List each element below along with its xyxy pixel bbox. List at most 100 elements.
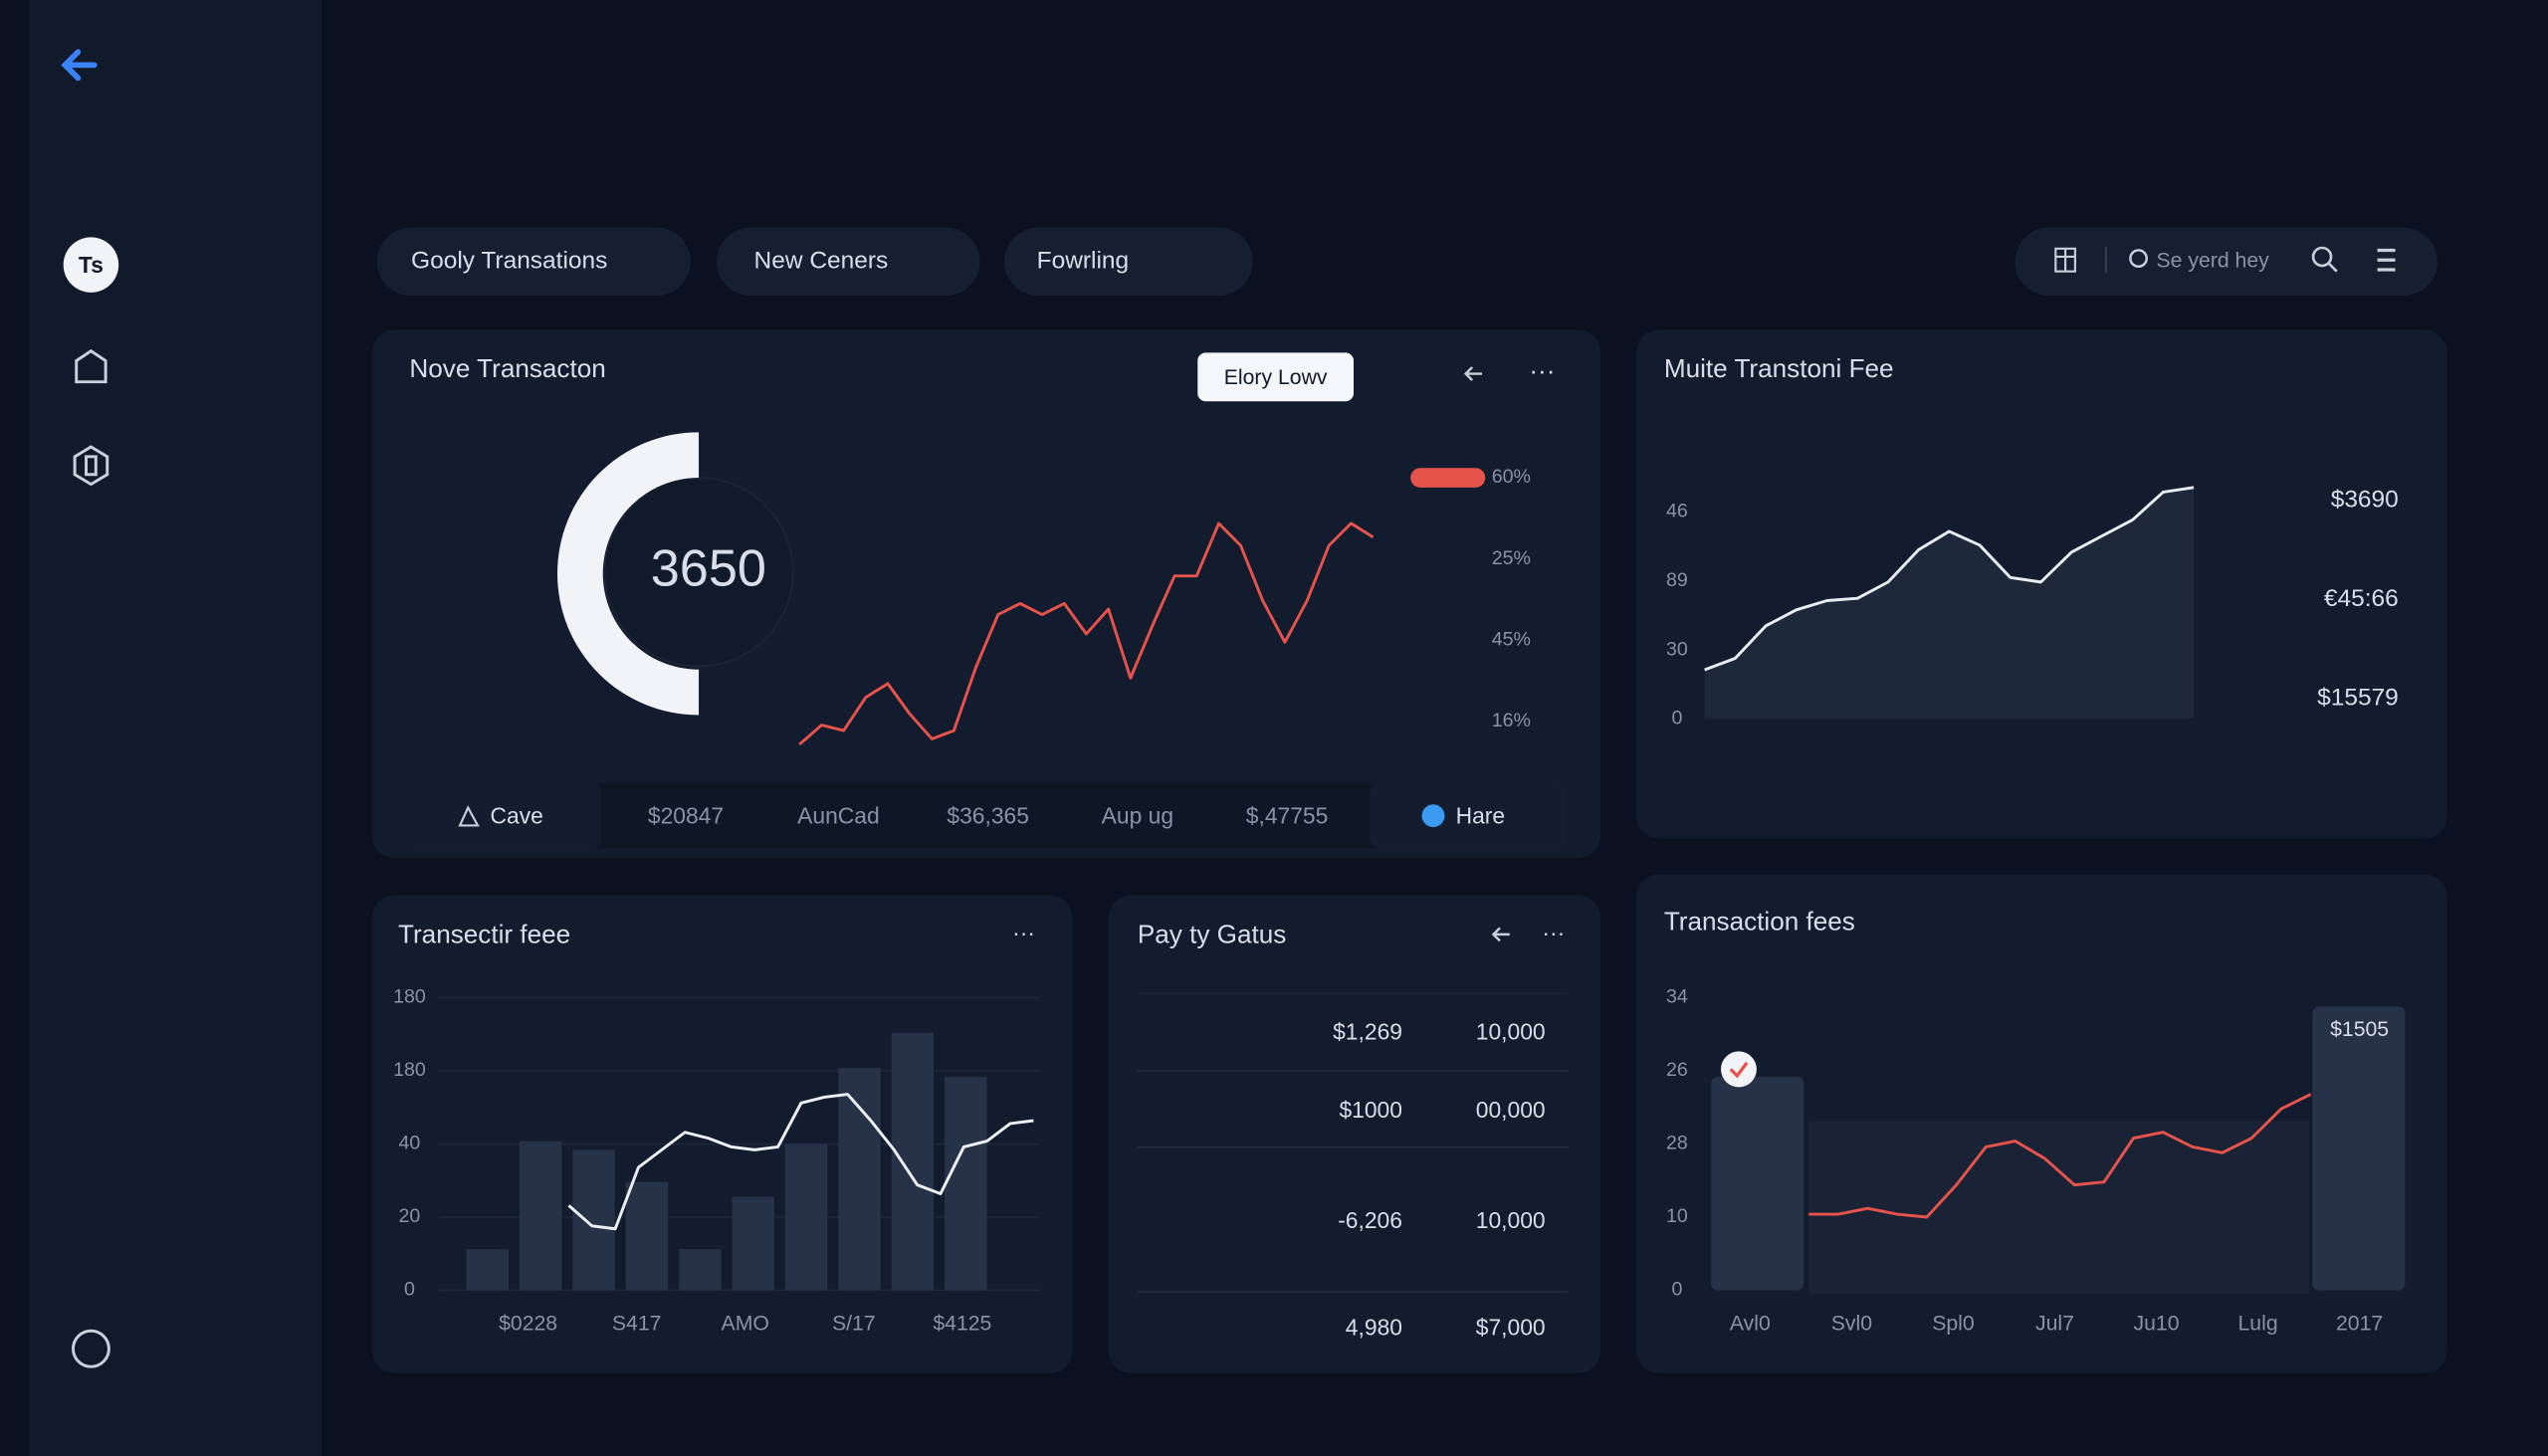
bar	[2312, 1006, 2406, 1291]
marker	[1720, 1051, 1757, 1088]
help-icon[interactable]	[72, 1329, 110, 1368]
bar	[1711, 1076, 1805, 1291]
label: Lulg	[2238, 1312, 2278, 1335]
label: $4125	[933, 1312, 991, 1335]
marker-check	[1729, 1061, 1749, 1079]
fee-line	[1704, 486, 2195, 672]
label: AunCad	[797, 802, 880, 828]
label: Svl0	[1831, 1312, 1872, 1335]
avatar[interactable]	[63, 237, 119, 293]
label: Hare	[1456, 802, 1506, 828]
panel-title: Nove Transacton	[409, 353, 605, 383]
tab[interactable]	[717, 227, 980, 297]
label: €45:66	[2324, 585, 2399, 612]
tab-label: Fowrling	[1037, 247, 1130, 274]
label: 25%	[1492, 547, 1531, 569]
label: 16%	[1492, 710, 1531, 731]
back-button[interactable]	[61, 49, 98, 82]
label: $1505	[2330, 1018, 2389, 1041]
label: 34	[1666, 986, 1688, 1008]
label: 40	[399, 1133, 421, 1154]
grid-icon[interactable]	[2054, 247, 2076, 273]
label: 0	[1671, 708, 1682, 729]
trend-line	[798, 521, 1375, 746]
label: Aup ug	[1102, 802, 1173, 828]
back-icon[interactable]	[1463, 366, 1482, 381]
more-icon[interactable]: ···	[1542, 920, 1565, 945]
label: 20	[399, 1205, 421, 1227]
label: 2017	[2336, 1312, 2383, 1335]
panel-title: Pay ty Gatus	[1138, 919, 1286, 948]
footer-icon	[458, 805, 480, 827]
footer-cell[interactable]	[404, 783, 602, 849]
label: 26	[1666, 1059, 1688, 1081]
label: $20847	[648, 802, 724, 828]
label: 180	[393, 1059, 426, 1081]
label: 28	[1666, 1133, 1688, 1154]
label: 180	[393, 986, 426, 1008]
bar	[784, 1144, 828, 1291]
label: 30	[1666, 638, 1688, 660]
label: 60%	[1492, 466, 1531, 488]
tab-label: Gooly Transations	[411, 247, 607, 274]
label: 4,980	[1346, 1315, 1402, 1341]
payment-status-panel	[1108, 895, 1601, 1373]
gauge-value: 3650	[651, 540, 766, 598]
label: 10	[1666, 1205, 1688, 1227]
fee-trend	[567, 1093, 1034, 1231]
bar	[572, 1149, 615, 1291]
label: 10,000	[1476, 1207, 1546, 1233]
search-button[interactable]	[2311, 246, 2333, 268]
label: 0	[1671, 1279, 1682, 1301]
panel-title: Muite Transtoni Fee	[1664, 353, 1894, 383]
tab-label: New Ceners	[754, 247, 889, 274]
label: $,47755	[1246, 802, 1329, 828]
button[interactable]	[1197, 352, 1354, 402]
search-button-handle	[2327, 262, 2338, 273]
label: $7,000	[1476, 1315, 1546, 1341]
more-icon[interactable]: ···	[1012, 920, 1035, 945]
fee-trend	[1808, 1093, 2312, 1219]
more-icon[interactable]: ···	[1529, 355, 1555, 385]
transactions-panel	[371, 329, 1601, 859]
tab[interactable]	[376, 227, 691, 297]
label: 46	[1666, 501, 1688, 522]
label: -6,206	[1338, 1207, 1402, 1233]
avatar-initials: Ts	[79, 252, 104, 278]
home-icon[interactable]	[75, 348, 107, 384]
bar	[732, 1196, 774, 1291]
footer-icon	[1421, 804, 1445, 828]
label: $1000	[1339, 1097, 1402, 1123]
label: Jul7	[2035, 1312, 2074, 1335]
label: Spl0	[1932, 1312, 1974, 1335]
panel-title: Transaction fees	[1664, 906, 1855, 936]
legend-swatch	[1410, 468, 1486, 488]
bar	[625, 1181, 669, 1291]
wallet-icon[interactable]	[73, 445, 109, 487]
search-bar[interactable]	[2015, 227, 2438, 297]
footer-strip	[404, 783, 1566, 849]
bar	[891, 1032, 935, 1291]
bar	[838, 1068, 881, 1291]
label: Cave	[491, 802, 543, 828]
filter-icon[interactable]	[2377, 248, 2396, 272]
label: $3690	[2331, 486, 2399, 513]
label: AMO	[722, 1312, 769, 1335]
footer-cell[interactable]	[1370, 783, 1566, 849]
label: Avl0	[1730, 1312, 1771, 1335]
back-icon[interactable]	[1491, 927, 1510, 942]
bar	[945, 1076, 987, 1291]
label: S/17	[832, 1312, 876, 1335]
label: $0228	[499, 1312, 557, 1335]
tab[interactable]	[1003, 227, 1253, 297]
sidebar	[29, 0, 322, 1456]
bar	[679, 1249, 722, 1291]
label: 0	[404, 1279, 415, 1301]
bar	[519, 1141, 562, 1291]
button-label: Elory Lowv	[1224, 366, 1328, 389]
search-icon	[2129, 249, 2148, 269]
label: 89	[1666, 569, 1688, 591]
label: 10,000	[1476, 1018, 1546, 1044]
